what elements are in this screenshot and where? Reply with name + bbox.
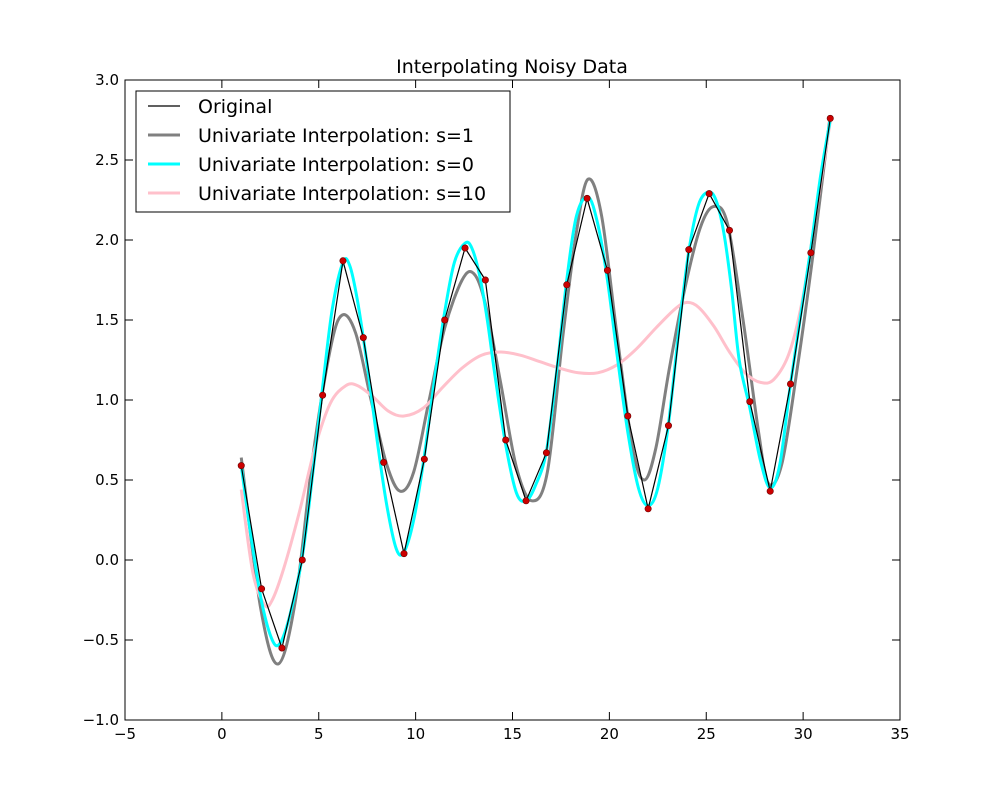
x-tick-label: 35 bbox=[890, 725, 909, 743]
x-tick-label: 10 bbox=[406, 725, 425, 743]
data-point bbox=[787, 380, 795, 388]
data-point bbox=[746, 398, 754, 406]
data-point bbox=[237, 462, 245, 470]
data-point bbox=[644, 505, 652, 513]
data-point bbox=[502, 436, 510, 444]
y-tick-label: 0.5 bbox=[95, 471, 119, 489]
y-tick-label: 2.5 bbox=[95, 151, 119, 169]
data-point bbox=[420, 455, 428, 463]
data-point bbox=[624, 412, 632, 420]
y-tick-label: 2.0 bbox=[95, 231, 119, 249]
data-point bbox=[298, 556, 306, 564]
data-point bbox=[339, 257, 347, 265]
data-point bbox=[400, 550, 408, 558]
chart-title: Interpolating Noisy Data bbox=[396, 56, 628, 78]
data-point bbox=[705, 190, 713, 198]
legend-box bbox=[135, 90, 511, 213]
data-point bbox=[522, 497, 530, 505]
data-point bbox=[258, 585, 266, 593]
data-point bbox=[766, 487, 774, 495]
y-tick-label: 1.5 bbox=[95, 311, 119, 329]
data-point bbox=[278, 644, 286, 652]
data-point bbox=[481, 276, 489, 284]
y-tick-label: −1.0 bbox=[83, 711, 119, 729]
legend-label-2: Univariate Interpolation: s=0 bbox=[198, 154, 474, 176]
points-layer bbox=[237, 114, 834, 652]
x-tick-label: 5 bbox=[314, 725, 324, 743]
legend-label-3: Univariate Interpolation: s=10 bbox=[198, 183, 486, 205]
x-tick-label: 0 bbox=[217, 725, 227, 743]
series-line-0 bbox=[240, 118, 831, 649]
data-point bbox=[441, 316, 449, 324]
y-tick-label: −0.5 bbox=[83, 631, 119, 649]
y-tick-label: 1.0 bbox=[95, 391, 119, 409]
legend: Original Univariate Interpolation: s=1 Uni… bbox=[135, 90, 511, 213]
x-tick-label: 20 bbox=[600, 725, 619, 743]
data-point bbox=[461, 244, 469, 252]
data-point bbox=[664, 422, 672, 430]
data-point bbox=[807, 249, 815, 257]
x-axis-ticks: −5 0 5 10 15 20 25 30 35 bbox=[114, 80, 910, 743]
x-tick-label: −5 bbox=[114, 725, 136, 743]
x-tick-label: 30 bbox=[794, 725, 813, 743]
data-point bbox=[542, 449, 550, 457]
data-point bbox=[359, 334, 367, 342]
x-tick-label: 25 bbox=[697, 725, 716, 743]
data-point bbox=[563, 281, 571, 289]
x-tick-label: 15 bbox=[503, 725, 522, 743]
y-tick-label: 0.0 bbox=[95, 551, 119, 569]
data-point bbox=[685, 246, 693, 254]
legend-label-0: Original bbox=[198, 96, 272, 118]
data-point bbox=[380, 458, 388, 466]
legend-label-1: Univariate Interpolation: s=1 bbox=[198, 125, 474, 147]
data-point bbox=[725, 226, 733, 234]
y-tick-label: 3.0 bbox=[95, 71, 119, 89]
y-axis-ticks: −1.0 −0.5 0.0 0.5 1.0 1.5 2.0 2.5 3.0 bbox=[83, 71, 900, 729]
data-point bbox=[319, 391, 327, 399]
data-point bbox=[583, 194, 591, 202]
series-line-1 bbox=[239, 115, 832, 666]
data-point bbox=[603, 266, 611, 274]
data-point bbox=[826, 114, 834, 122]
